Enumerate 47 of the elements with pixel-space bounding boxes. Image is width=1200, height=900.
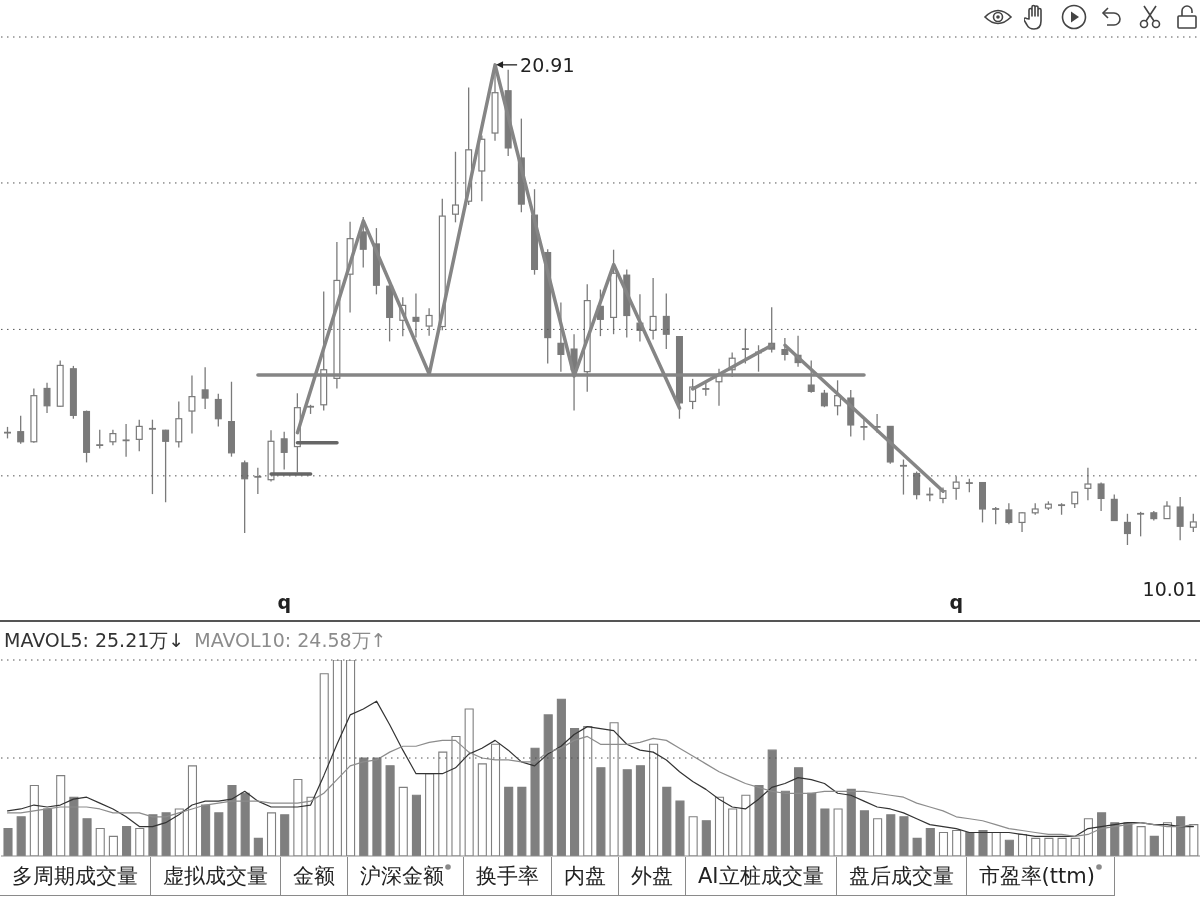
candlestick: [1018, 511, 1026, 533]
candlestick: [43, 382, 51, 414]
text: 外盘: [631, 863, 673, 890]
candlestick: [425, 307, 433, 337]
candlestick: [1123, 513, 1131, 545]
candlestick: [1136, 511, 1146, 538]
candlestick: [201, 366, 209, 410]
candlestick: [135, 419, 143, 453]
candlestick: [1110, 493, 1118, 522]
candlestick: [1176, 496, 1184, 541]
text: MAVOL5: 25.21万↓: [4, 629, 185, 651]
text: 多周期成交量: [12, 863, 138, 890]
candlestick: [17, 415, 25, 445]
text: 金额: [293, 863, 335, 890]
candlestick: [95, 429, 105, 450]
candlestick: [214, 393, 222, 428]
annotation: 20.91: [520, 53, 575, 76]
candlestick: [188, 374, 196, 435]
text: 换手率: [476, 863, 539, 890]
candlestick: [899, 458, 908, 496]
text: 市盈率(ttm): [978, 863, 1095, 890]
candlestick: [280, 431, 288, 471]
candlestick: [412, 292, 420, 339]
candlestick: [952, 475, 960, 501]
candlestick: [241, 459, 249, 534]
text: 盘后成交量: [848, 863, 954, 890]
candlestick: [859, 418, 869, 441]
text: 虚拟成交量: [163, 863, 268, 890]
text: 10.01: [1142, 577, 1197, 601]
text: AI立桩成交量: [698, 863, 824, 890]
text: 内盘: [564, 863, 606, 890]
candlestick: [1005, 502, 1013, 525]
x-tick-label: q: [949, 591, 964, 613]
candlestick: [1097, 481, 1105, 512]
text: MAVOL10: 24.58万↑: [194, 629, 387, 651]
candlestick: [162, 429, 170, 503]
candlestick: [148, 419, 157, 495]
candlestick: [649, 277, 657, 341]
x-tick-label: q: [277, 591, 292, 613]
candlestick: [1189, 513, 1197, 533]
candlestick: [359, 216, 367, 269]
candlestick: [451, 151, 459, 223]
candlestick: [175, 400, 183, 449]
candlestick: [1084, 467, 1092, 501]
candlestick: [121, 423, 131, 458]
text: 沪深金额: [360, 863, 444, 890]
candlestick: [662, 292, 670, 350]
